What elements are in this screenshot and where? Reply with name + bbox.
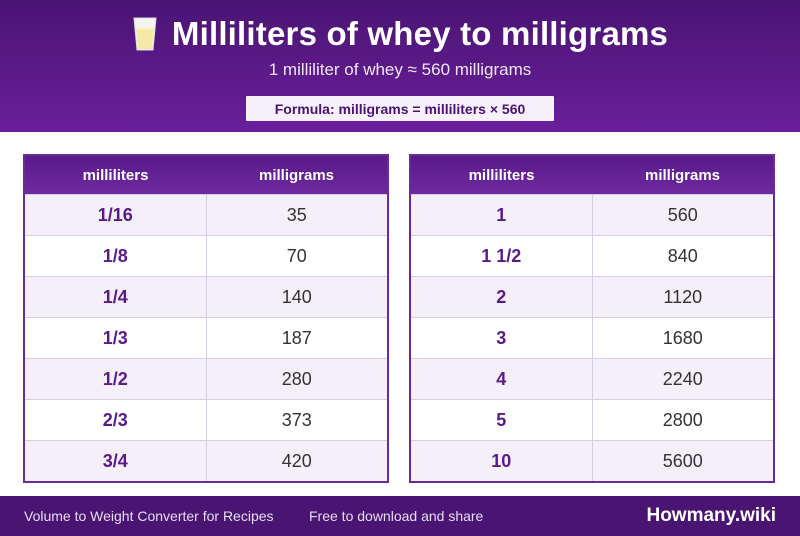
milligrams-cell: 187 [281, 327, 312, 348]
milligrams-cell: 1680 [662, 327, 703, 348]
table-row: 1/4 140 [25, 276, 387, 317]
footer: Volume to Weight Converter for Recipes F… [0, 496, 800, 536]
milligrams-cell: 140 [281, 286, 312, 307]
column-header-milligrams: milligrams [258, 166, 335, 184]
table-row: 1/2 280 [25, 358, 387, 399]
milligrams-cell: 420 [281, 450, 312, 471]
header: Milliliters of whey to milligrams 1 mill… [0, 0, 800, 132]
milliliters-cell: 1/8 [25, 236, 207, 276]
footer-share-text: Free to download and share [309, 508, 484, 524]
table-row: 1 560 [411, 194, 773, 235]
milliliters-cell: 1/2 [25, 359, 207, 399]
milliliters-cell: 4 [411, 359, 593, 399]
table-row: 10 5600 [411, 440, 773, 481]
milligrams-cell: 2240 [662, 368, 703, 389]
milliliters-cell: 2 [411, 277, 593, 317]
conversion-table-left: milliliters milligrams 1/16 35 1/8 70 1/4 1… [23, 154, 389, 483]
milligrams-cell: 5600 [662, 450, 703, 471]
subtitle: 1 milliliter of whey ≈ 560 milligrams [268, 60, 532, 79]
table-body: 1/16 35 1/8 70 1/4 140 1/3 187 1/2 280 2/3 373… [25, 194, 387, 481]
table-row: 1 1/2 840 [411, 235, 773, 276]
milliliters-cell: 1/3 [25, 318, 207, 358]
milliliters-cell: 1/4 [25, 277, 207, 317]
table-header: milliliters milligrams [411, 156, 773, 194]
milliliters-cell: 2/3 [25, 400, 207, 440]
title-row: Milliliters of whey to milligrams [0, 12, 800, 56]
milliliters-cell: 1 [411, 195, 593, 235]
milligrams-cell: 840 [667, 245, 698, 266]
milligrams-cell: 280 [281, 368, 312, 389]
milliliters-cell: 10 [411, 441, 593, 481]
milligrams-cell: 373 [281, 409, 312, 430]
milligrams-cell: 70 [286, 245, 307, 266]
column-header-milligrams: milligrams [644, 166, 721, 184]
milligrams-cell: 560 [667, 204, 698, 225]
column-header-milliliters: milliliters [468, 166, 535, 184]
milliliters-cell: 1/16 [25, 195, 207, 235]
table-row: 2/3 373 [25, 399, 387, 440]
table-header: milliliters milligrams [25, 156, 387, 194]
milk-glass-icon [133, 17, 157, 51]
table-row: 4 2240 [411, 358, 773, 399]
milligrams-cell: 35 [286, 204, 307, 225]
footer-converter-link[interactable]: Volume to Weight Converter for Recipes [24, 508, 274, 524]
conversion-table-right: milliliters milligrams 1 560 1 1/2 840 2 11… [409, 154, 775, 483]
table-row: 5 2800 [411, 399, 773, 440]
table-row: 1/8 70 [25, 235, 387, 276]
page-title: Milliliters of whey to milligrams [171, 15, 669, 52]
milliliters-cell: 5 [411, 400, 593, 440]
table-row: 2 1120 [411, 276, 773, 317]
milligrams-cell: 2800 [662, 409, 703, 430]
formula-box: Formula: milligrams = milliliters × 560 [246, 96, 554, 121]
table-row: 3/4 420 [25, 440, 387, 481]
column-header-milliliters: milliliters [82, 166, 149, 184]
milliliters-cell: 3/4 [25, 441, 207, 481]
table-row: 1/16 35 [25, 194, 387, 235]
milliliters-cell: 1 1/2 [411, 236, 593, 276]
milligrams-cell: 1120 [663, 286, 703, 307]
table-row: 1/3 187 [25, 317, 387, 358]
milliliters-cell: 3 [411, 318, 593, 358]
brand-logo-text[interactable]: Howmany.wiki [646, 505, 776, 526]
table-row: 3 1680 [411, 317, 773, 358]
table-body: 1 560 1 1/2 840 2 1120 3 1680 4 2240 5 2800 10… [411, 194, 773, 481]
